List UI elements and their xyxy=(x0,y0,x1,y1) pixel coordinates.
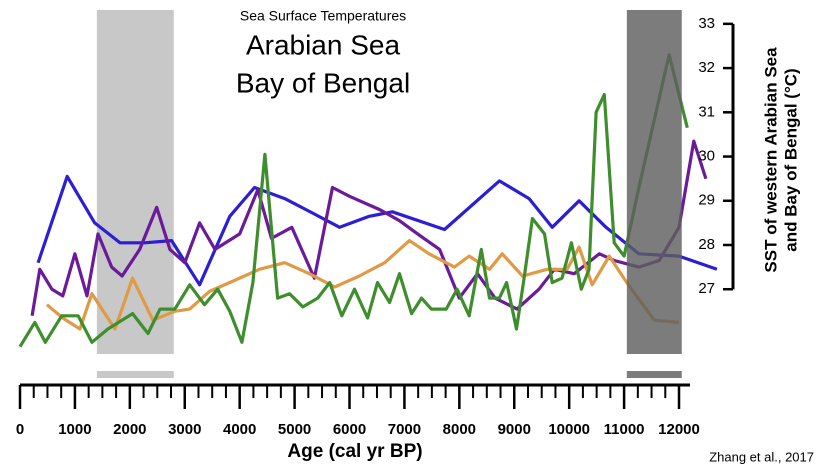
axes-layer: 0 1000 2000 3000 4000 5000 6000 7000 8000 9000 100… xyxy=(16,15,735,438)
range-bar xyxy=(96,371,174,378)
x-tick-label: 10000 xyxy=(548,421,590,438)
range-bar xyxy=(626,371,682,378)
x-tick-label: 1000 xyxy=(58,421,91,438)
y-tick-label: 29 xyxy=(698,192,715,209)
line-layer xyxy=(18,53,718,348)
y-tick-label: 33 xyxy=(698,15,715,32)
data-line xyxy=(36,174,718,287)
x-tick-label: 5000 xyxy=(278,421,311,438)
x-tick-label: 6000 xyxy=(333,421,366,438)
background-layer xyxy=(96,10,174,354)
x-tick-label: 11000 xyxy=(604,421,645,438)
x-tick-label: 2000 xyxy=(113,421,146,438)
x-tick-label: 8000 xyxy=(443,421,476,438)
y-tick-label: 28 xyxy=(698,236,715,253)
x-tick-label: 0 xyxy=(16,421,24,438)
data-line xyxy=(30,139,708,317)
y-tick-label: 30 xyxy=(698,148,715,165)
x-tick-label: 9000 xyxy=(498,421,531,438)
data-line xyxy=(18,53,689,348)
shaded-range xyxy=(96,10,174,354)
y-axis-label: and Bay of Bengal (°C) xyxy=(781,68,800,251)
y-axis-label: SST of western Arabian Sea xyxy=(761,47,780,273)
y-tick-label: 32 xyxy=(698,59,715,76)
x-tick-label: 7000 xyxy=(388,421,421,438)
x-tick-label: 3000 xyxy=(168,421,201,438)
y-tick-label: 31 xyxy=(698,103,715,120)
shaded-range xyxy=(626,10,682,354)
x-tick-label: 12000 xyxy=(658,421,700,438)
x-tick-label: 4000 xyxy=(223,421,256,438)
chart-subtitle: Arabian Sea xyxy=(246,29,401,60)
y-tick-label: 27 xyxy=(698,280,715,297)
data-line xyxy=(45,239,680,331)
credit: Zhang et al., 2017 xyxy=(709,449,814,464)
chart-subtitle: Bay of Bengal xyxy=(236,67,410,98)
x-axis-label: Age (cal yr BP) xyxy=(287,441,422,462)
chart-title: Sea Surface Temperatures xyxy=(240,8,406,24)
front-layer xyxy=(626,10,682,354)
